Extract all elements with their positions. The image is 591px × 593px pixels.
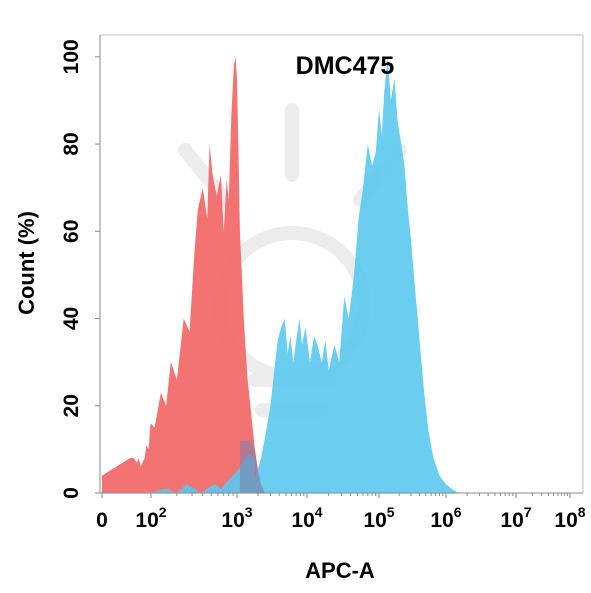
y-tick-label: 20 bbox=[60, 394, 83, 417]
x-tick-label: 104 bbox=[291, 504, 322, 532]
x-tick-label: 107 bbox=[500, 504, 531, 532]
chart-title: DMC475 bbox=[296, 52, 395, 80]
histogram-area-1 bbox=[102, 56, 265, 494]
y-axis-ticks: 0 20 40 60 80 100 bbox=[60, 39, 100, 499]
y-tick-label: 0 bbox=[60, 487, 83, 499]
x-tick-label: 105 bbox=[363, 504, 394, 532]
histogram-area-2 bbox=[249, 56, 459, 494]
x-axis-ticks: 0 102 103 104 105 106 107 108 bbox=[96, 493, 586, 532]
x-tick-label: 0 bbox=[96, 509, 108, 532]
y-tick-label: 100 bbox=[60, 39, 83, 74]
x-axis-title: APC-A bbox=[305, 558, 375, 583]
y-tick-label: 60 bbox=[60, 220, 83, 243]
x-tick-label: 103 bbox=[221, 504, 252, 532]
histogram-overlap-area bbox=[239, 440, 265, 493]
x-tick-label: 106 bbox=[430, 504, 461, 532]
x-tick-label: 102 bbox=[135, 504, 166, 532]
y-tick-label: 40 bbox=[60, 307, 83, 330]
histogram-areas bbox=[102, 56, 459, 494]
histogram-area-3 bbox=[102, 453, 255, 493]
y-tick-label: 80 bbox=[60, 132, 83, 155]
x-tick-label: 108 bbox=[554, 504, 585, 532]
y-axis-title: Count (%) bbox=[14, 211, 39, 315]
